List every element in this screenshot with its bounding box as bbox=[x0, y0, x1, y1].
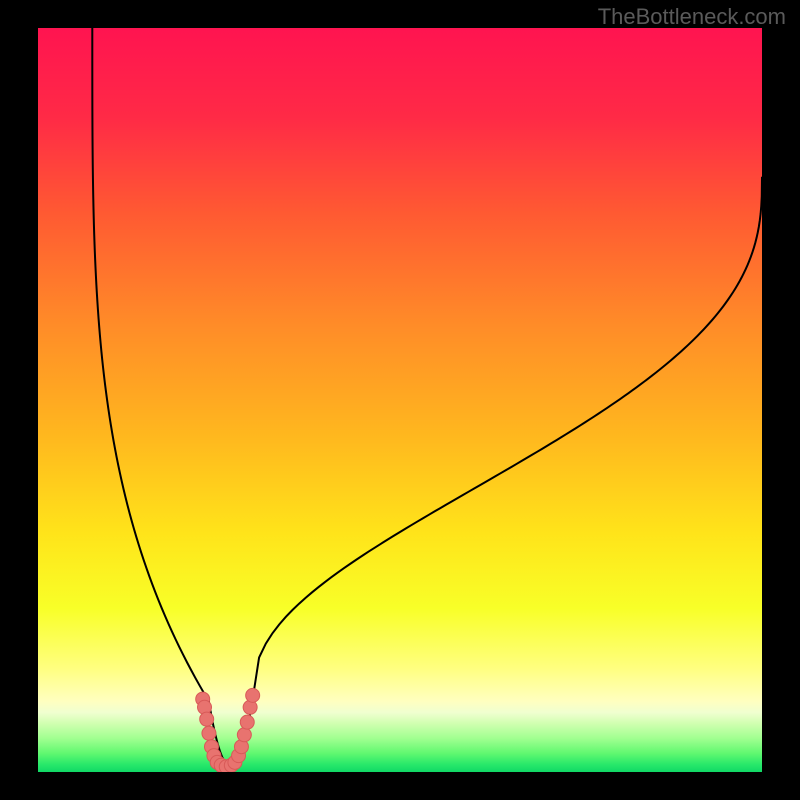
watermark-label: TheBottleneck.com bbox=[598, 4, 786, 30]
curve-marker bbox=[200, 712, 214, 726]
curve-layer bbox=[38, 28, 762, 772]
bottleneck-curve bbox=[92, 28, 762, 767]
curve-marker bbox=[237, 728, 251, 742]
bottleneck-plot bbox=[38, 28, 762, 772]
curve-marker bbox=[240, 715, 254, 729]
curve-marker bbox=[246, 688, 260, 702]
curve-marker bbox=[202, 726, 216, 740]
curve-markers bbox=[196, 688, 260, 772]
